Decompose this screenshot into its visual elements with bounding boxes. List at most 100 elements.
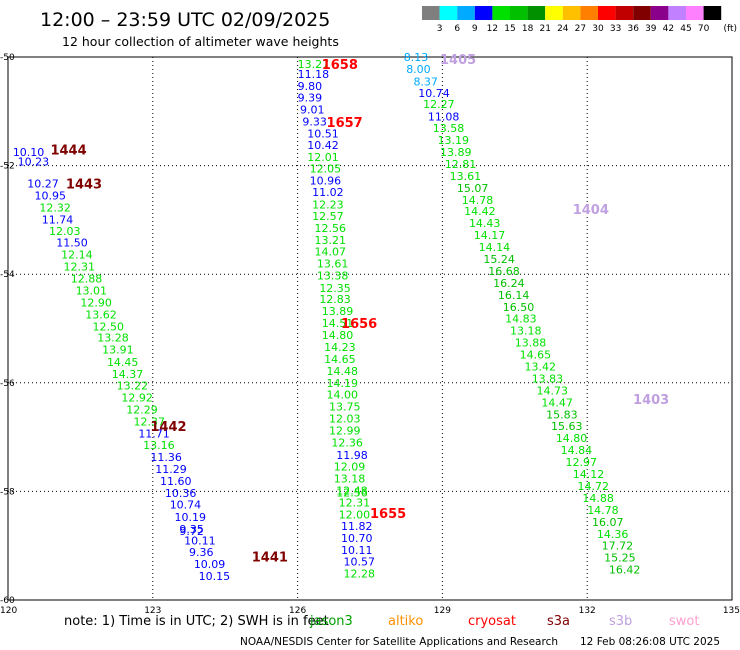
wave-height-label: 11.08 <box>428 111 460 124</box>
legend-swatch <box>703 6 722 20</box>
wave-height-label: 14.17 <box>474 229 506 242</box>
wave-height-label: 12.32 <box>39 201 71 214</box>
wave-height-label: 13.42 <box>524 361 556 374</box>
wave-height-label: 13.01 <box>76 284 108 297</box>
x-tick-label: 126 <box>289 606 306 616</box>
wave-height-label: 9.80 <box>298 80 323 93</box>
y-tick-label: -58 <box>0 487 15 497</box>
legend-tick-label: 70 <box>698 24 710 34</box>
plot-frame <box>7 56 733 601</box>
wave-height-label: 14.72 <box>578 480 610 493</box>
satellite-legend: jason3 altiko cryosat s3a s3b swot <box>309 614 699 629</box>
wave-height-label: 12.88 <box>71 273 103 286</box>
pass-number-label: 1405 <box>440 53 476 68</box>
wave-height-label: 16.42 <box>609 564 641 577</box>
wave-height-label: 11.71 <box>138 427 170 440</box>
wave-height-label: 13.27 <box>298 58 330 71</box>
footer-credit: NOAA/NESDIS Center for Satellite Applica… <box>240 636 558 648</box>
chart-title: 12:00 – 23:59 UTC 02/09/2025 <box>40 9 330 31</box>
wave-height-label: 14.73 <box>537 384 569 397</box>
wave-height-label: 12.03 <box>329 413 361 426</box>
wave-height-label: 15.83 <box>546 408 578 421</box>
wave-height-label: 11.18 <box>298 68 330 81</box>
legend-tick-label: 30 <box>592 24 604 34</box>
legend-unit-label: (ft) <box>723 24 737 34</box>
wave-height-label: 12.56 <box>336 486 368 499</box>
legend-swatch <box>527 6 546 20</box>
wave-height-label: 14.88 <box>582 492 614 505</box>
legend-swatch <box>492 6 510 20</box>
wave-height-label: 10.42 <box>307 139 339 152</box>
wave-height-label: 13.22 <box>117 380 149 393</box>
y-tick-label: -54 <box>0 270 15 280</box>
satellite-altiko-label: altiko <box>388 614 423 629</box>
wave-height-label: 12.36 <box>331 437 363 450</box>
wave-height-label: 13.75 <box>329 401 361 414</box>
y-tick-labels: -50 -52 -54 -56 -58 -60 <box>0 53 15 606</box>
x-tick-label: 135 <box>723 606 740 616</box>
legend-swatch <box>598 6 616 20</box>
legend-swatch <box>580 6 598 20</box>
wave-height-label: 14.07 <box>314 245 346 258</box>
legend-swatch <box>545 6 563 20</box>
wave-height-label: 13.21 <box>314 234 346 247</box>
wave-height-label: 10.15 <box>199 570 231 583</box>
legend-tick-label: 18 <box>522 24 534 34</box>
y-tick-label: -52 <box>0 162 15 172</box>
wave-height-values: 13.2711.189.809.399.019.3310.5110.4212.0… <box>13 51 641 583</box>
pass-number-label: 1403 <box>633 393 669 408</box>
wave-height-label: 14.14 <box>479 241 511 254</box>
wave-height-label: 14.36 <box>597 528 629 541</box>
wave-height-label: 13.83 <box>532 372 564 385</box>
wave-height-label: 14.78 <box>462 194 494 207</box>
legend-tick-label: 33 <box>610 24 621 34</box>
wave-height-label: 14.80 <box>322 329 354 342</box>
wave-height-label: 8.00 <box>406 63 431 76</box>
wave-height-label: 14.80 <box>556 432 588 445</box>
footer-note: note: 1) Time is in UTC; 2) SWH is in fe… <box>64 614 329 629</box>
pass-number-label: 1404 <box>573 203 609 218</box>
wave-height-label: 10.95 <box>35 189 66 202</box>
legend-tick-label: 15 <box>504 24 515 34</box>
wave-height-label: 14.00 <box>327 389 359 402</box>
x-tick-label: 120 <box>0 606 17 616</box>
satellite-s3a-label: s3a <box>547 614 570 629</box>
pass-number-label: 1443 <box>66 178 102 193</box>
wave-height-label: 10.70 <box>341 532 373 545</box>
x-tick-label: 132 <box>579 606 596 616</box>
wave-height-label: 13.18 <box>510 325 542 338</box>
wave-height-label: 9.35 <box>179 523 204 536</box>
wave-height-label: 9.01 <box>300 104 325 117</box>
wave-height-label: 14.48 <box>327 365 359 378</box>
wave-height-label: 17.72 <box>602 540 634 553</box>
wave-height-label: 13.62 <box>85 308 117 321</box>
wave-height-label: 16.68 <box>488 265 519 278</box>
wave-height-label: 13.38 <box>317 269 349 282</box>
pass-number-label: 1656 <box>341 317 377 332</box>
wave-height-label: 14.83 <box>505 313 537 326</box>
wave-height-label: 12.31 <box>339 496 371 509</box>
wave-height-label: 13.91 <box>102 344 133 357</box>
satellite-s3b-label: s3b <box>609 614 632 629</box>
legend-tick-label: 12 <box>487 24 498 34</box>
wave-height-label: 12.99 <box>329 425 361 438</box>
color-scale-legend: 3 6 9 12 15 18 21 24 27 30 33 36 39 42 45 70 (ft) <box>422 6 737 34</box>
wave-height-label: 10.11 <box>184 534 216 547</box>
legend-tick-label: 36 <box>627 24 639 34</box>
wave-height-label: 12.50 <box>92 320 124 333</box>
wave-height-label: 10.11 <box>341 544 373 557</box>
wave-height-label: 10.23 <box>18 155 50 168</box>
legend-swatch <box>650 6 669 20</box>
wave-height-label: 12.31 <box>64 261 96 274</box>
wave-height-label: 12.35 <box>319 282 351 295</box>
legend-swatch <box>439 6 458 20</box>
wave-height-label: 15.24 <box>483 253 514 266</box>
pass-labels: 1658 1657 1656 1655 1444 1443 1442 1441 1405 1404… <box>50 53 669 565</box>
wave-height-label: 14.23 <box>324 341 356 354</box>
wave-height-label: 13.58 <box>433 122 465 135</box>
wave-height-label: 14.12 <box>573 468 605 481</box>
wave-height-label: 12.90 <box>80 296 112 309</box>
wave-height-label: 15.63 <box>551 420 583 433</box>
wave-height-label: 12.14 <box>61 249 93 262</box>
wave-height-label: 16.07 <box>592 516 624 529</box>
